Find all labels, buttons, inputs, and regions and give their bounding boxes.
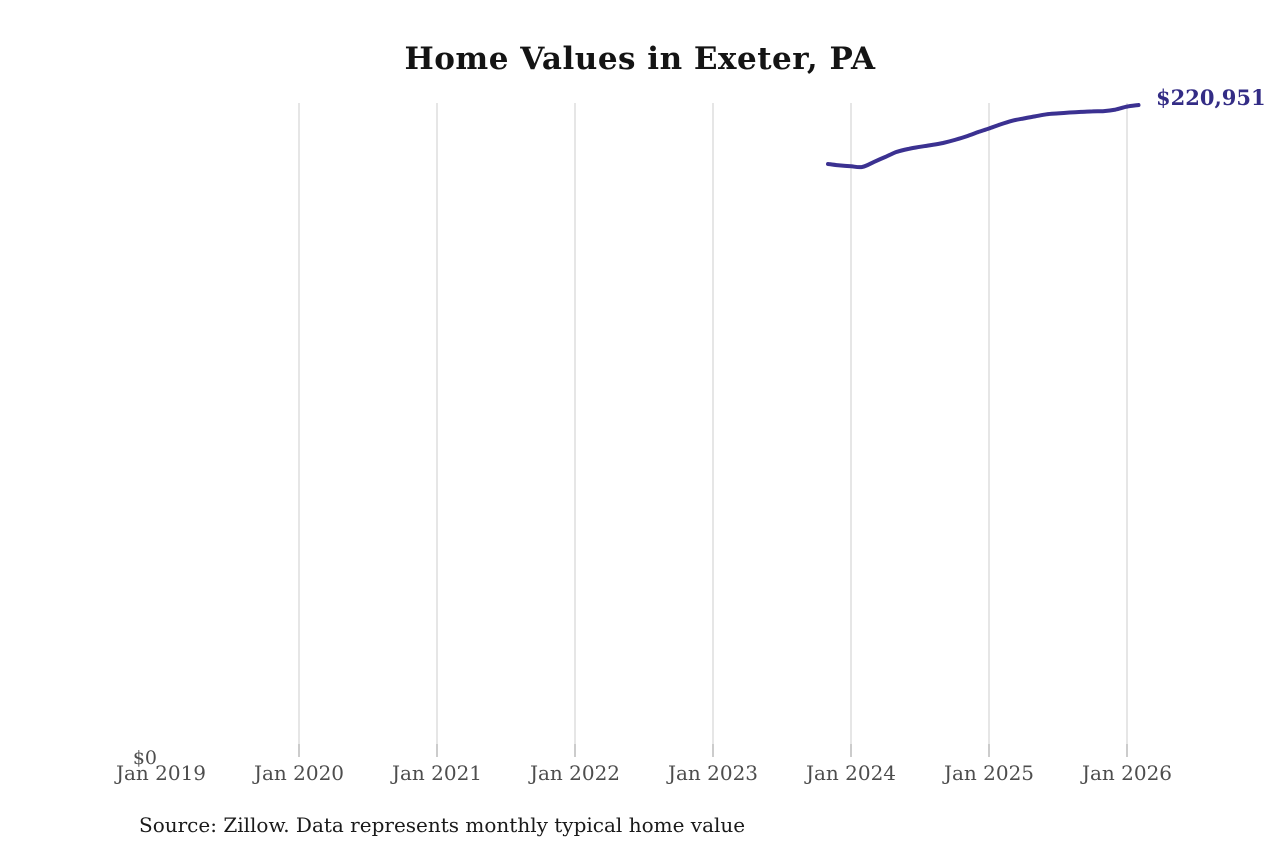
x-tick-label: Jan 2021 — [391, 761, 483, 785]
x-tick-label: Jan 2024 — [805, 761, 897, 785]
x-tick-label: Jan 2019 — [115, 761, 207, 785]
chart-title: Home Values in Exeter, PA — [404, 41, 876, 77]
x-tick-label: Jan 2020 — [253, 761, 345, 785]
home-value-line — [826, 103, 1141, 170]
y-axis-zero-label: $0 — [132, 747, 157, 769]
x-tick-label: Jan 2023 — [667, 761, 759, 785]
x-tick-label: Jan 2022 — [529, 761, 621, 785]
source-note: Source: Zillow. Data represents monthly … — [139, 813, 746, 837]
x-tick-label: Jan 2025 — [943, 761, 1035, 785]
end-value-label: $220,951 — [1156, 85, 1266, 110]
x-tick-label: Jan 2026 — [1081, 761, 1173, 785]
